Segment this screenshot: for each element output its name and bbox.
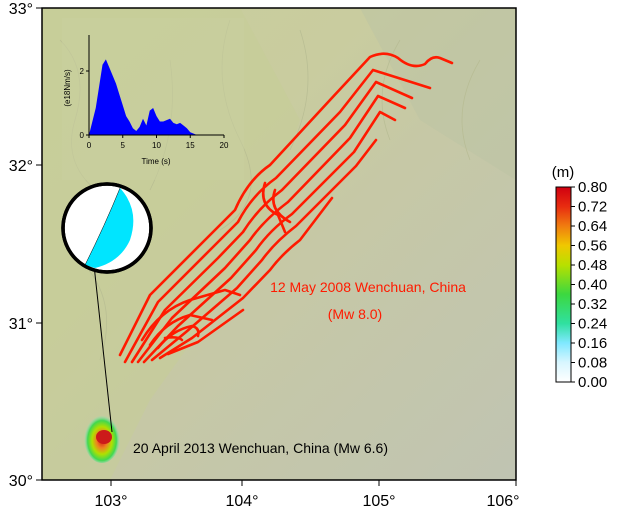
moment-rate-area [89,59,224,135]
longitude-labels: 103° 104° 105° 106° [94,493,519,510]
contour-line [123,68,432,364]
colorbar-tick-label: 0.40 [578,277,607,294]
lat-label-31: 31° [9,316,33,333]
contour-line [136,94,407,364]
colorbar-tick-label: 0.64 [578,218,607,235]
lon-label-103: 103° [94,493,127,510]
inset-ytick-2: 2 [80,67,85,76]
main-event-magnitude: (Mw 8.0) [328,306,382,322]
slip-colorbar: (m) 0.80 0.72 0.64 0.56 0.48 0.40 0.32 0… [552,164,607,391]
map-frame [41,7,517,481]
contour-line [261,181,287,234]
inset-xtick-20: 20 [220,141,229,150]
latitude-labels: 33° 32° 31° 30° [9,1,33,490]
colorbar-tick-label: 0.00 [578,374,607,391]
contour-line [163,336,184,342]
inset-xtick-5: 5 [121,141,126,150]
lon-label-104: 104° [225,493,258,510]
colorbar-tick-label: 0.32 [578,296,607,313]
colorbar-tick-label: 0.24 [578,316,607,333]
focal-mechanism-beachball [61,182,153,433]
lat-label-30: 30° [9,473,33,490]
inset-xtick-0: 0 [87,141,92,150]
lon-label-106: 106° [486,493,519,510]
contour-line [148,313,214,347]
lat-label-32: 32° [9,158,33,175]
contour-line [142,110,397,364]
inset-ytick-0: 0 [80,131,85,140]
inset-xtick-10: 10 [152,141,161,150]
colorbar-tick-label: 0.56 [578,238,607,255]
colorbar-tick-label: 0.80 [578,179,607,196]
colorbar-tick-label: 0.48 [578,257,607,274]
inset-xlabel: Time (s) [141,157,170,166]
contour-line [130,80,414,364]
contour-line [166,308,245,356]
lon-label-105: 105° [362,493,395,510]
contour-line [272,188,292,224]
slip-patch-2013 [84,413,120,463]
colorbar-tick-marks [571,186,575,383]
second-event-label: 20 April 2013 Wenchuan, China (Mw 6.6) [133,440,388,456]
colorbar-tick-label: 0.08 [578,355,607,372]
colorbar-tick-label: 0.16 [578,335,607,352]
inset-axes [86,35,225,138]
contour-line [158,196,334,360]
axis-ticks [36,7,517,486]
contour-line [118,52,454,357]
contour-line [140,288,242,342]
inset-ylabel: (e18Nm/s) [63,69,72,107]
moment-rate-inset: 0 5 10 15 20 0 2 Time (s) (e18Nm/s) [62,18,244,180]
colorbar-tick-label: 0.72 [578,199,607,216]
main-event-label: 12 May 2008 Wenchuan, China [270,279,466,295]
contour-line [150,138,378,362]
lat-label-33: 33° [9,1,33,18]
colorbar-unit: (m) [552,164,575,181]
slip-contours-2008 [118,52,454,364]
inset-xtick-15: 15 [186,141,195,150]
